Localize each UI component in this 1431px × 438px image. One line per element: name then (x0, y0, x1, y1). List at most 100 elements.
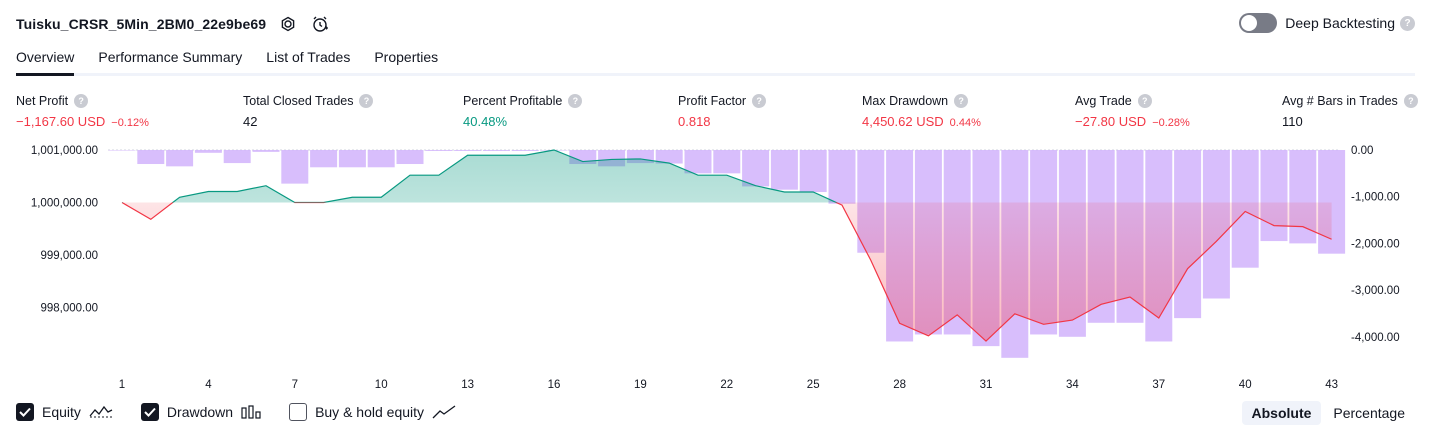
y-left-tick-label: 1,001,000.00 (31, 145, 98, 157)
stat-label: Max Drawdown (862, 94, 949, 108)
help-icon[interactable]: ? (1400, 15, 1415, 31)
x-tick-label: 1 (119, 379, 125, 391)
equity-line-profit (122, 149, 838, 203)
help-icon[interactable]: ? (1403, 94, 1418, 108)
strategy-header: Tuisku_CRSR_5Min_2BM0_22e9be69 (16, 12, 330, 36)
help-icon[interactable]: ? (74, 94, 89, 108)
x-tick-label: 7 (292, 379, 298, 391)
chart-legend: Equity Drawdown Buy & hold equity (16, 403, 484, 421)
x-tick-label: 28 (893, 379, 906, 391)
stat-percent: −0.28% (1152, 117, 1190, 129)
stat-value: 4,450.62 USD (862, 114, 944, 129)
stat-value: −1,167.60 USD (16, 114, 106, 129)
tab-list-of-trades[interactable]: List of Trades (266, 49, 351, 65)
stat-label: Percent Profitable (463, 94, 563, 108)
alert-clock-icon[interactable] (310, 14, 330, 34)
equity-area-loss (122, 202, 1332, 342)
y-right-tick-label: -1,000.00 (1351, 192, 1400, 204)
drawdown-bar (310, 150, 338, 168)
drawdown-bar (338, 150, 366, 168)
legend-equity[interactable]: Equity (16, 403, 113, 421)
drawdown-bar (799, 150, 827, 193)
drawdown-bar (482, 150, 510, 151)
stat-label: Net Profit (16, 94, 69, 108)
y-right-tick-label: -3,000.00 (1351, 285, 1400, 297)
drawdown-bar (166, 150, 194, 167)
stat-label: Avg Trade (1075, 94, 1132, 108)
drawdown-bar (396, 150, 424, 165)
stat-value: 110 (1282, 114, 1303, 129)
equity-drawdown-chart: 1,001,000.00 1,000,000.00 999,000.00 998,00… (31, 145, 1400, 391)
tab-properties[interactable]: Properties (374, 49, 439, 65)
legend-label: Drawdown (166, 404, 234, 420)
report-tabs: Overview Performance Summary List of Tra… (16, 46, 1415, 76)
stat-max-drawdown: Max Drawdown? 4,450.62 USD 0.44% (862, 93, 981, 129)
legend-buy-hold[interactable]: Buy & hold equity (289, 403, 456, 421)
x-tick-label: 13 (461, 379, 474, 391)
y-left-tick-label: 998,000.00 (40, 303, 98, 315)
stat-avg-trade: Avg Trade? −27.80 USD −0.28% (1075, 93, 1190, 129)
y-left-tick-label: 999,000.00 (40, 250, 98, 262)
x-tick-label: 19 (634, 379, 647, 391)
stat-avg-bars-in-trades: Avg # Bars in Trades? 110 (1282, 93, 1418, 129)
equity-line-loss (121, 202, 1332, 342)
checkbox-buy-hold[interactable] (289, 403, 308, 421)
stat-profit-factor: Profit Factor? 0.818 (678, 93, 767, 129)
drawdown-bar (770, 150, 798, 190)
help-icon[interactable]: ? (1137, 94, 1152, 108)
help-icon[interactable]: ? (954, 94, 969, 108)
stat-value: −27.80 USD (1075, 114, 1147, 129)
stat-net-profit: Net Profit? −1,167.60 USD −0.12% (16, 93, 149, 129)
drawdown-bar (367, 150, 395, 168)
stat-label: Profit Factor (678, 94, 747, 108)
stat-value: 40.48% (463, 114, 508, 129)
x-tick-label: 16 (548, 379, 561, 391)
drawdown-bar (742, 150, 770, 187)
settings-icon[interactable] (278, 14, 298, 34)
drawdown-bar (281, 150, 309, 184)
x-tick-label: 37 (1152, 379, 1165, 391)
mode-absolute-button[interactable]: Absolute (1241, 401, 1322, 425)
checkbox-drawdown[interactable] (140, 403, 159, 421)
x-tick-label: 40 (1239, 379, 1252, 391)
stat-label: Total Closed Trades (243, 94, 354, 108)
stat-percent: −0.12% (111, 117, 149, 129)
x-tick-label: 10 (375, 379, 388, 391)
drawdown-bar (655, 150, 683, 164)
scale-mode-switch: Absolute Percentage (1240, 401, 1416, 425)
x-tick-label: 4 (205, 379, 212, 391)
checkbox-equity[interactable] (16, 403, 34, 421)
deep-backtesting: Deep Backtesting ? (1239, 13, 1415, 33)
y-right-tick-label: -4,000.00 (1351, 332, 1400, 344)
drawdown-bar (194, 150, 222, 153)
x-tick-label: 43 (1325, 379, 1338, 391)
stat-percent: 0.44% (949, 117, 981, 129)
buy-hold-line-icon (432, 405, 456, 419)
legend-drawdown[interactable]: Drawdown (140, 403, 261, 421)
tab-performance-summary[interactable]: Performance Summary (98, 49, 243, 65)
x-tick-label: 22 (720, 379, 733, 391)
stat-label: Avg # Bars in Trades (1282, 94, 1398, 108)
drawdown-bar (828, 150, 856, 204)
stat-total-closed-trades: Total Closed Trades? 42 (243, 93, 374, 129)
drawdown-bars-icon (241, 405, 261, 419)
x-tick-label: 25 (807, 379, 820, 391)
drawdown-bar (223, 150, 251, 164)
deep-backtesting-label: Deep Backtesting (1285, 15, 1395, 31)
drawdown-bar (425, 150, 453, 151)
equity-line-icon (89, 405, 113, 419)
tab-overview[interactable]: Overview (16, 46, 75, 76)
mode-percentage-button[interactable]: Percentage (1333, 405, 1405, 421)
deep-backtesting-toggle[interactable] (1239, 13, 1278, 33)
drawdown-bar (252, 150, 280, 152)
drawdown-bar (1260, 150, 1288, 242)
legend-label: Equity (42, 404, 81, 420)
help-icon[interactable]: ? (752, 94, 767, 108)
drawdown-bar (713, 150, 741, 174)
stat-value: 0.818 (678, 114, 711, 129)
strategy-title: Tuisku_CRSR_5Min_2BM0_22e9be69 (16, 16, 267, 32)
drawdown-bar (454, 150, 482, 151)
help-icon[interactable]: ? (359, 94, 374, 108)
help-icon[interactable]: ? (568, 94, 583, 108)
drawdown-bar (108, 150, 136, 151)
